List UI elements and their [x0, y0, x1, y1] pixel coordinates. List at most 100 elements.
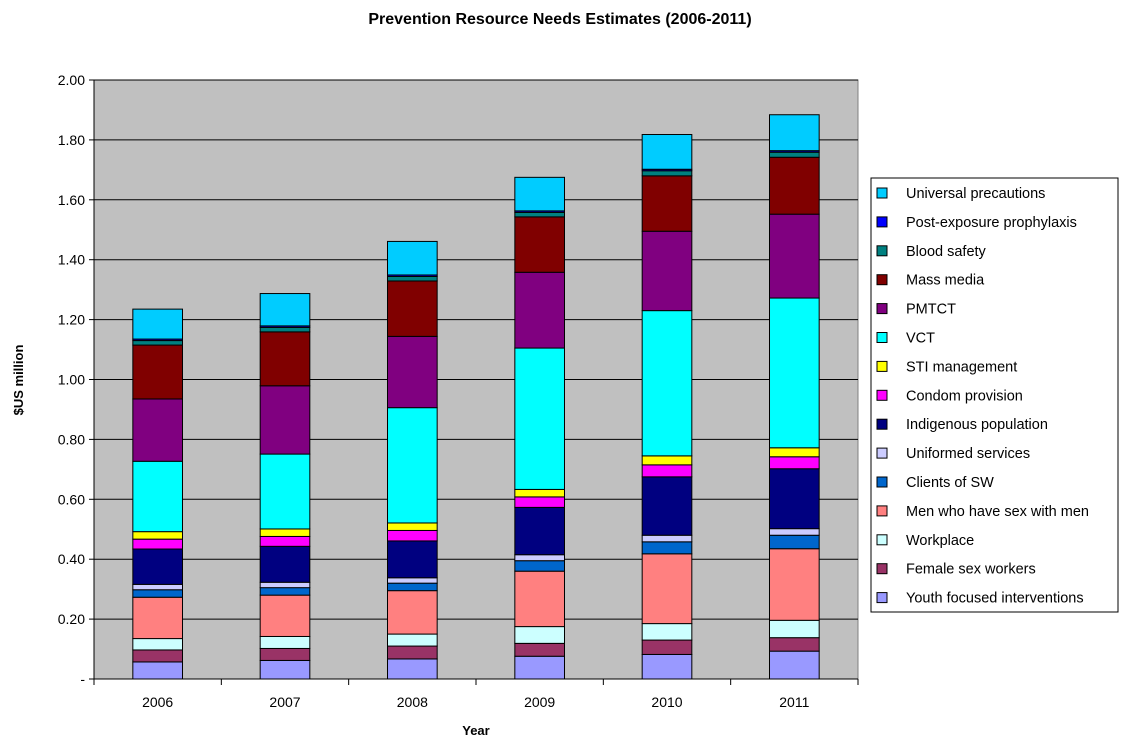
legend: Universal precautions Post-exposure proph… — [870, 177, 1119, 613]
bar-segment — [259, 647, 311, 661]
bar-segment — [259, 545, 311, 583]
bar-segment — [132, 460, 183, 533]
bar-segment — [769, 637, 820, 652]
bar-segment — [387, 240, 438, 276]
y-tick-label: 2.00 — [58, 72, 85, 88]
bar-segment — [259, 331, 311, 387]
bar-segment — [387, 280, 438, 337]
legend-swatch — [876, 476, 888, 488]
bar-segment — [132, 531, 183, 540]
legend-label: Men who have sex with men — [906, 504, 1089, 520]
bar-segment — [387, 633, 438, 647]
bar-segment — [769, 548, 820, 621]
legend-label: Blood safety — [906, 244, 987, 260]
bar-segment — [132, 649, 183, 663]
y-tick-label: 1.80 — [58, 132, 85, 148]
legend-swatch — [876, 216, 888, 228]
y-axis-title: $US million — [11, 345, 26, 416]
bar-segment — [641, 653, 693, 680]
bar-segment — [132, 596, 183, 640]
bar-segment — [132, 308, 183, 340]
bar-segment — [387, 582, 438, 592]
bar-segment — [132, 638, 183, 651]
bar-segment — [259, 587, 311, 596]
legend-label: Clients of SW — [906, 475, 994, 491]
legend-swatch — [876, 447, 888, 459]
x-tick-label: 2008 — [397, 694, 428, 710]
bar-segment — [514, 216, 565, 273]
bar-segment — [641, 623, 693, 641]
legend-swatch — [876, 592, 888, 604]
bar-segment — [259, 659, 311, 680]
bar-segment — [387, 407, 438, 524]
bar-segment — [514, 347, 565, 490]
legend-swatch — [876, 389, 888, 401]
bar-segment — [641, 464, 693, 478]
bar-segment — [514, 554, 565, 562]
x-axis-title: Year — [462, 723, 489, 738]
bar-segment — [259, 635, 311, 649]
legend-swatch — [876, 274, 888, 286]
legend-swatch — [876, 534, 888, 546]
bar-segment — [387, 645, 438, 660]
x-tick-label: 2010 — [651, 694, 682, 710]
bar-segment — [641, 476, 693, 536]
bar-segment — [514, 176, 565, 212]
legend-swatch — [876, 332, 888, 343]
legend-swatch — [876, 563, 888, 575]
x-tick-label: 2007 — [269, 694, 300, 710]
bar-segment — [387, 540, 438, 579]
bar-segment — [514, 506, 565, 556]
bar-segment — [132, 538, 183, 550]
bar-segment — [387, 275, 438, 282]
bar-segment — [387, 335, 438, 409]
bar-segment — [514, 488, 565, 498]
bar-segment — [514, 655, 565, 680]
bar-segment — [387, 590, 438, 635]
bar-segment — [769, 114, 820, 152]
bar-segment — [387, 577, 438, 584]
bar-segment — [259, 535, 311, 547]
x-tick-label: 2011 — [779, 694, 809, 710]
y-axis: - 0.20 0.40 0.60 0.80 1.00 1.20 1.40 1.60 1.80 2.0… — [58, 72, 95, 687]
bar-segment — [514, 271, 565, 349]
y-tick-label: 1.00 — [58, 372, 85, 388]
bar-segment — [641, 455, 693, 466]
bar-segment — [514, 570, 565, 628]
bar-segment — [514, 560, 565, 572]
bar-segment — [514, 626, 565, 644]
y-tick-label: 0.40 — [58, 551, 85, 567]
y-tick-label: - — [80, 671, 85, 687]
legend-label: Post-exposure prophylaxis — [906, 215, 1077, 231]
bar-segment — [641, 175, 693, 232]
bar-segment — [641, 170, 693, 177]
bar-segment — [769, 213, 820, 299]
bar-segment — [769, 151, 820, 158]
bar-segment — [641, 230, 693, 312]
y-tick-label: 0.60 — [58, 491, 85, 507]
legend-label: Condom provision — [906, 388, 1023, 404]
chart-title: Prevention Resource Needs Estimates (200… — [368, 11, 751, 28]
bar-segment — [259, 528, 311, 537]
bar-segment — [769, 447, 820, 458]
legend-label: STI management — [906, 359, 1017, 375]
bar-segment — [769, 650, 820, 680]
bar-segment — [132, 344, 183, 400]
bar-segment — [259, 594, 311, 637]
legend-label: Youth focused interventions — [906, 591, 1084, 607]
bar-segment — [259, 385, 311, 455]
bar-segment — [132, 340, 183, 346]
bar-segment — [514, 496, 565, 508]
bar-segment — [132, 583, 183, 591]
bar-segment — [387, 522, 438, 531]
legend-box — [870, 177, 1119, 613]
bar-segment — [641, 553, 693, 625]
y-tick-label: 1.60 — [58, 192, 85, 208]
legend-label: Universal precautions — [906, 186, 1045, 202]
bar-segment — [132, 548, 183, 585]
legend-swatch — [876, 418, 888, 430]
legend-label: Female sex workers — [906, 562, 1036, 578]
y-tick-label: 0.20 — [58, 611, 85, 627]
bar-segment — [769, 297, 820, 449]
